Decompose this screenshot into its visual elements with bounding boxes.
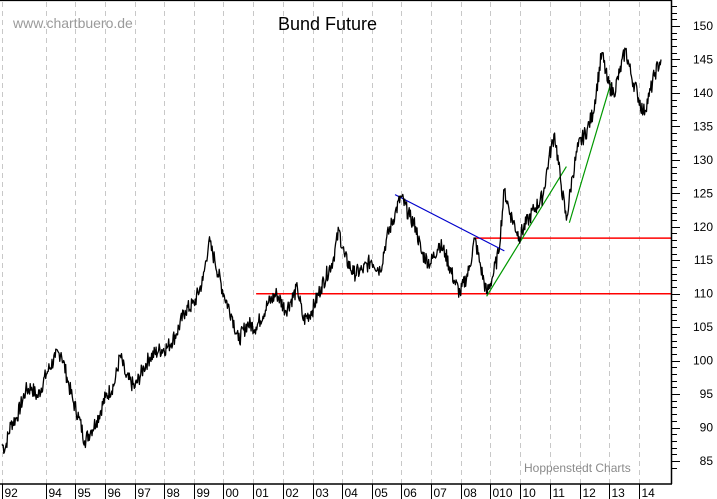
x-tick-label: 05	[375, 486, 389, 499]
y-tick-label: 135	[693, 119, 713, 133]
y-tick-label: 95	[700, 387, 714, 401]
x-tick-label: 97	[138, 486, 152, 499]
y-tick-label: 105	[693, 320, 713, 334]
x-tick-label: 01	[256, 486, 270, 499]
uptrend-2-trend-line	[568, 83, 612, 223]
uptrend-1-trend-line	[486, 166, 567, 297]
x-tick-label: 95	[78, 486, 92, 499]
x-tick-label: 02	[286, 486, 300, 499]
price-series-line	[1, 47, 662, 454]
y-tick-label: 110	[694, 287, 713, 301]
y-tick-label: 100	[693, 354, 713, 368]
x-tick-label: 11	[553, 486, 566, 499]
annotation-lines	[256, 83, 671, 297]
x-tick-label: 13	[612, 486, 626, 499]
y-tick-label: 120	[693, 220, 713, 234]
x-tick-label: 08	[464, 486, 478, 499]
watermark: www.chartbuero.de	[12, 15, 133, 31]
x-tick-label: 10	[523, 486, 537, 499]
y-tick-label: 140	[693, 86, 713, 100]
x-axis: 92 94 95 96 97 98 99 00 01 02 03 04 05 06 07 08 010 10 11 1…	[2, 484, 656, 499]
downtrend-trend-line	[394, 194, 505, 252]
x-tick-label: 94	[49, 486, 63, 499]
x-tick-label: 03	[316, 486, 330, 499]
x-tick-label: 98	[167, 486, 181, 499]
x-tick-label: 96	[108, 486, 122, 499]
x-tick-label: 07	[434, 486, 448, 499]
y-tick-label: 130	[693, 153, 713, 167]
source-label: Hoppenstedt Charts	[524, 461, 631, 475]
y-tick-label: 125	[693, 186, 713, 200]
x-tick-label: 06	[404, 486, 418, 499]
y-tick-label: 85	[700, 454, 714, 468]
x-tick-label: 010	[493, 486, 513, 499]
x-tick-label: 14	[642, 486, 656, 499]
y-tick-label: 150	[693, 19, 713, 33]
y-axis: 150 145 140 135 130 125 120 115 110 105 100 95 90 85	[671, 6, 714, 469]
x-tick-label: 99	[197, 486, 211, 499]
y-tick-label: 145	[693, 52, 713, 66]
x-tick-label: 12	[583, 486, 597, 499]
y-tick-label: 115	[694, 253, 713, 267]
x-tick-label: 00	[226, 486, 240, 499]
chart-title: Bund Future	[278, 14, 377, 34]
y-tick-label: 90	[700, 421, 714, 435]
x-tick-label: 04	[345, 486, 359, 499]
x-tick-label: 92	[5, 486, 19, 499]
